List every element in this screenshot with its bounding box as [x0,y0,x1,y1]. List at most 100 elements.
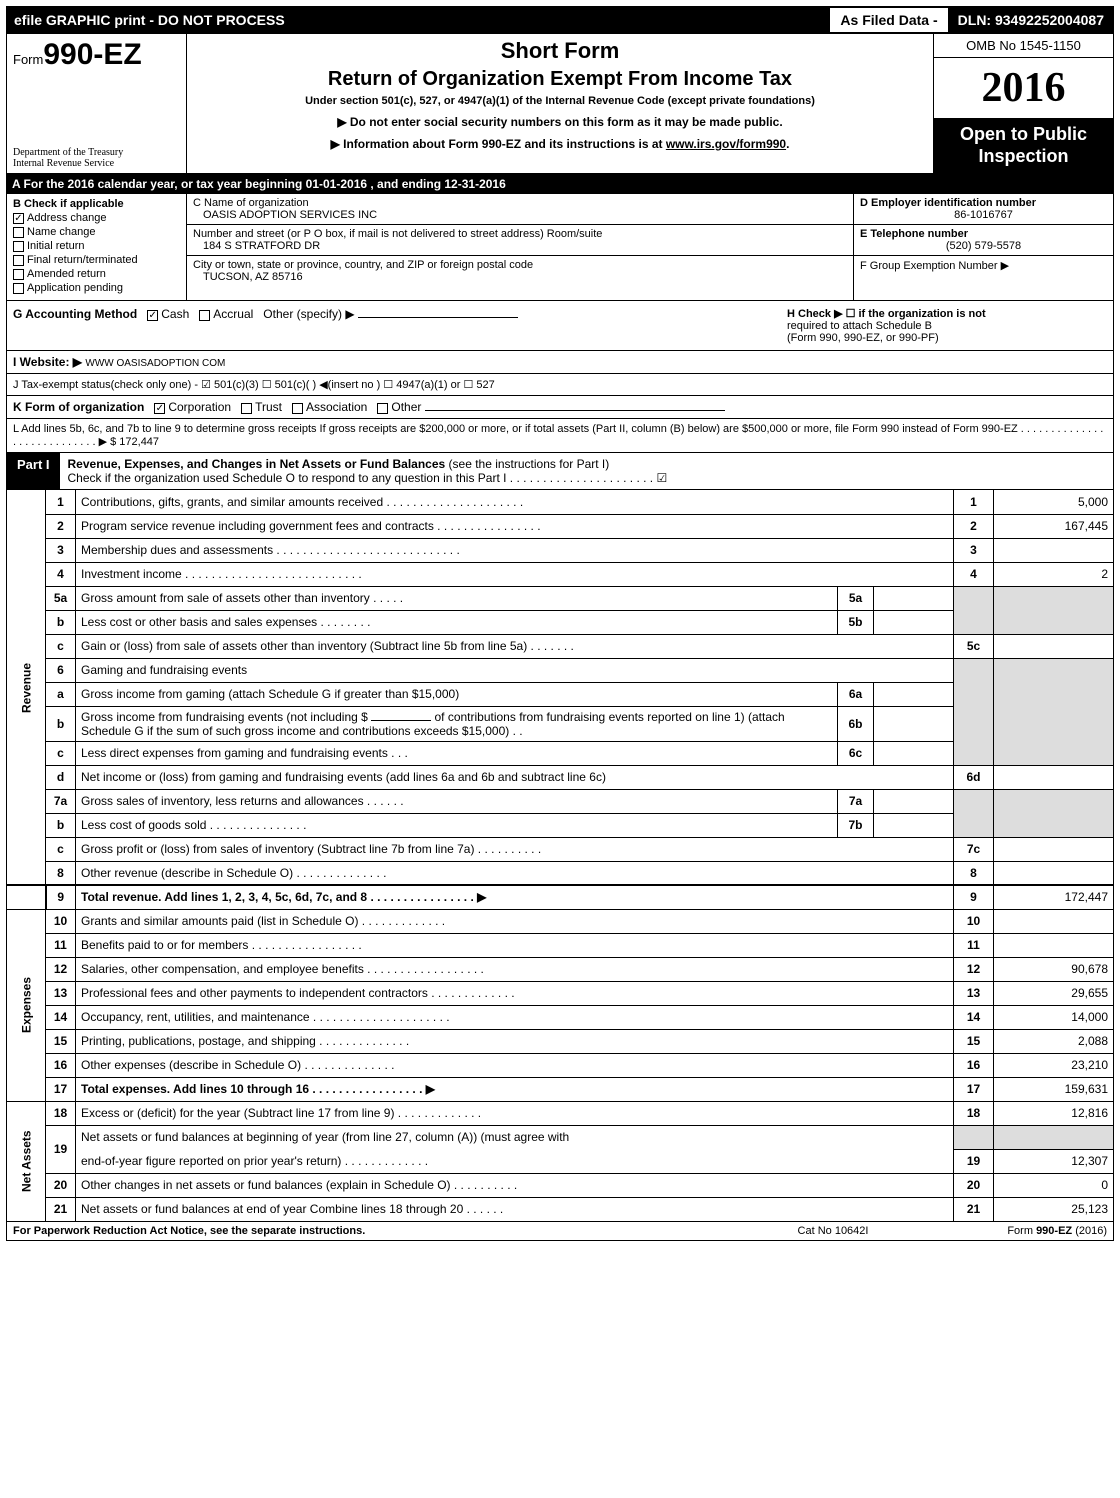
row-l-gross-receipts: L Add lines 5b, 6c, and 7b to line 9 to … [6,419,1114,453]
line-6c: c Less direct expenses from gaming and f… [7,741,1114,765]
line-7c: c Gross profit or (loss) from sales of i… [7,837,1114,861]
e-label: E Telephone number [860,228,968,240]
gross-receipts-amt: 172,447 [119,436,159,448]
chk-initial-return[interactable]: Initial return [13,240,180,252]
city-label: City or town, state or province, country… [193,259,847,271]
section-b: B Check if applicable Address change Nam… [6,194,1114,301]
street-label: Number and street (or P O box, if mail i… [193,228,847,240]
chk-amended[interactable]: Amended return [13,268,180,280]
org-name: OASIS ADOPTION SERVICES INC [193,209,847,221]
line-13: 13Professional fees and other payments t… [7,981,1114,1005]
org-name-cell: C Name of organization OASIS ADOPTION SE… [187,194,853,225]
chk-trust[interactable] [241,403,252,414]
dln: DLN: 93492252004087 [950,8,1112,32]
side-net-assets: Net Assets [7,1101,46,1221]
side-expenses: Expenses [7,909,46,1101]
paperwork-notice: For Paperwork Reduction Act Notice, see … [7,1222,733,1240]
form-number: Form990-EZ [13,38,180,72]
line-20: 20Other changes in net assets or fund ba… [7,1173,1114,1197]
website-val: WWW OASISADOPTION COM [85,358,225,369]
line-2: 2 Program service revenue including gove… [7,514,1114,538]
return-title: Return of Organization Exempt From Incom… [191,68,929,91]
form-prefix: Form [13,52,43,67]
form-page: efile GRAPHIC print - DO NOT PROCESS As … [0,0,1120,1247]
phone-cell: E Telephone number (520) 579-5578 [854,225,1113,256]
chk-assoc[interactable] [292,403,303,414]
side-revenue: Revenue [7,490,46,885]
line-17: 17Total expenses. Add lines 10 through 1… [7,1077,1114,1101]
street-val: 184 S STRATFORD DR [193,240,847,252]
h-schedule-b: H Check ▶ ☐ if the organization is not r… [787,307,1107,344]
tax-year: 2016 [934,58,1113,118]
line-3: 3 Membership dues and assessments . . . … [7,538,1114,562]
cat-no: Cat No 10642I [733,1222,933,1240]
line-6: 6 Gaming and fundraising events [7,658,1114,682]
line-8: 8 Other revenue (describe in Schedule O)… [7,861,1114,885]
line-4: 4 Investment income . . . . . . . . . . … [7,562,1114,586]
open-to-public: Open to Public Inspection [934,118,1113,173]
city-val: TUCSON, AZ 85716 [193,271,847,283]
row-g: G Accounting Method Cash Accrual Other (… [6,301,1114,351]
part-title: Revenue, Expenses, and Changes in Net As… [60,453,1113,489]
row-k-org-form: K Form of organization Corporation Trust… [6,396,1114,419]
line-12: 12Salaries, other compensation, and empl… [7,957,1114,981]
line-7b: b Less cost of goods sold . . . . . . . … [7,813,1114,837]
line-6b: b Gross income from fundraising events (… [7,706,1114,741]
irs-link[interactable]: www.irs.gov/form990 [666,137,786,151]
other-specify-line [358,317,518,318]
line-14: 14Occupancy, rent, utilities, and mainte… [7,1005,1114,1029]
chk-corp[interactable] [154,403,165,414]
line-1: Revenue 1 Contributions, gifts, grants, … [7,490,1114,514]
line-11: 11Benefits paid to or for members . . . … [7,933,1114,957]
right-info-column: D Employer identification number 86-1016… [853,194,1113,300]
checkbox-column: B Check if applicable Address change Nam… [7,194,187,300]
org-info-column: C Name of organization OASIS ADOPTION SE… [187,194,853,300]
group-exemption-cell: F Group Exemption Number ▶ [854,256,1113,275]
part-1-header: Part I Revenue, Expenses, and Changes in… [6,453,1114,490]
b-label: B Check if applicable [13,198,124,210]
header-right: OMB No 1545-1150 2016 Open to Public Ins… [933,34,1113,173]
chk-cash[interactable] [147,310,158,321]
short-form-title: Short Form [191,38,929,64]
line-5a: 5a Gross amount from sale of assets othe… [7,586,1114,610]
chk-other-org[interactable] [377,403,388,414]
subtitle: Under section 501(c), 527, or 4947(a)(1)… [191,95,929,107]
row-i-website: I Website: ▶ WWW OASISADOPTION COM [6,351,1114,374]
line-19a: 19 Net assets or fund balances at beginn… [7,1125,1114,1149]
line-6d: d Net income or (loss) from gaming and f… [7,765,1114,789]
c-label: C Name of organization [193,197,847,209]
line-15: 15Printing, publications, postage, and s… [7,1029,1114,1053]
chk-final-return[interactable]: Final return/terminated [13,254,180,266]
f-label: F Group Exemption Number ▶ [860,260,1009,272]
as-filed-label: As Filed Data - [830,8,949,32]
other-org-line [425,410,725,411]
instruction-1: ▶ Do not enter social security numbers o… [191,115,929,129]
row-a-period: A For the 2016 calendar year, or tax yea… [6,174,1114,194]
ein-val: 86-1016767 [860,209,1107,221]
chk-accrual[interactable] [199,310,210,321]
line-19b: end-of-year figure reported on prior yea… [7,1149,1114,1173]
chk-address-change[interactable]: Address change [13,212,180,224]
line-6a: a Gross income from gaming (attach Sched… [7,682,1114,706]
line-16: 16Other expenses (describe in Schedule O… [7,1053,1114,1077]
form-990ez: 990-EZ [43,38,141,71]
line-21: 21Net assets or fund balances at end of … [7,1197,1114,1221]
street-cell: Number and street (or P O box, if mail i… [187,225,853,256]
chk-name-change[interactable]: Name change [13,226,180,238]
footer: For Paperwork Reduction Act Notice, see … [6,1222,1114,1241]
instruction-2: ▶ Information about Form 990-EZ and its … [191,137,929,151]
line-5c: c Gain or (loss) from sale of assets oth… [7,634,1114,658]
line-18: Net Assets 18Excess or (deficit) for the… [7,1101,1114,1125]
accounting-method: G Accounting Method Cash Accrual Other (… [13,307,787,344]
line-9: 9 Total revenue. Add lines 1, 2, 3, 4, 5… [7,885,1114,909]
dept-treasury: Department of the Treasury Internal Reve… [13,147,180,169]
row-j-tax-status: J Tax-exempt status(check only one) - ☑ … [6,374,1114,396]
form-header: Form990-EZ Department of the Treasury In… [6,34,1114,174]
form-id-block: Form990-EZ Department of the Treasury In… [7,34,187,173]
line-5b: b Less cost or other basis and sales exp… [7,610,1114,634]
part-1-table: Revenue 1 Contributions, gifts, grants, … [6,490,1114,1222]
line-7a: 7a Gross sales of inventory, less return… [7,789,1114,813]
omb-number: OMB No 1545-1150 [934,34,1113,58]
city-cell: City or town, state or province, country… [187,256,853,286]
chk-pending[interactable]: Application pending [13,282,180,294]
